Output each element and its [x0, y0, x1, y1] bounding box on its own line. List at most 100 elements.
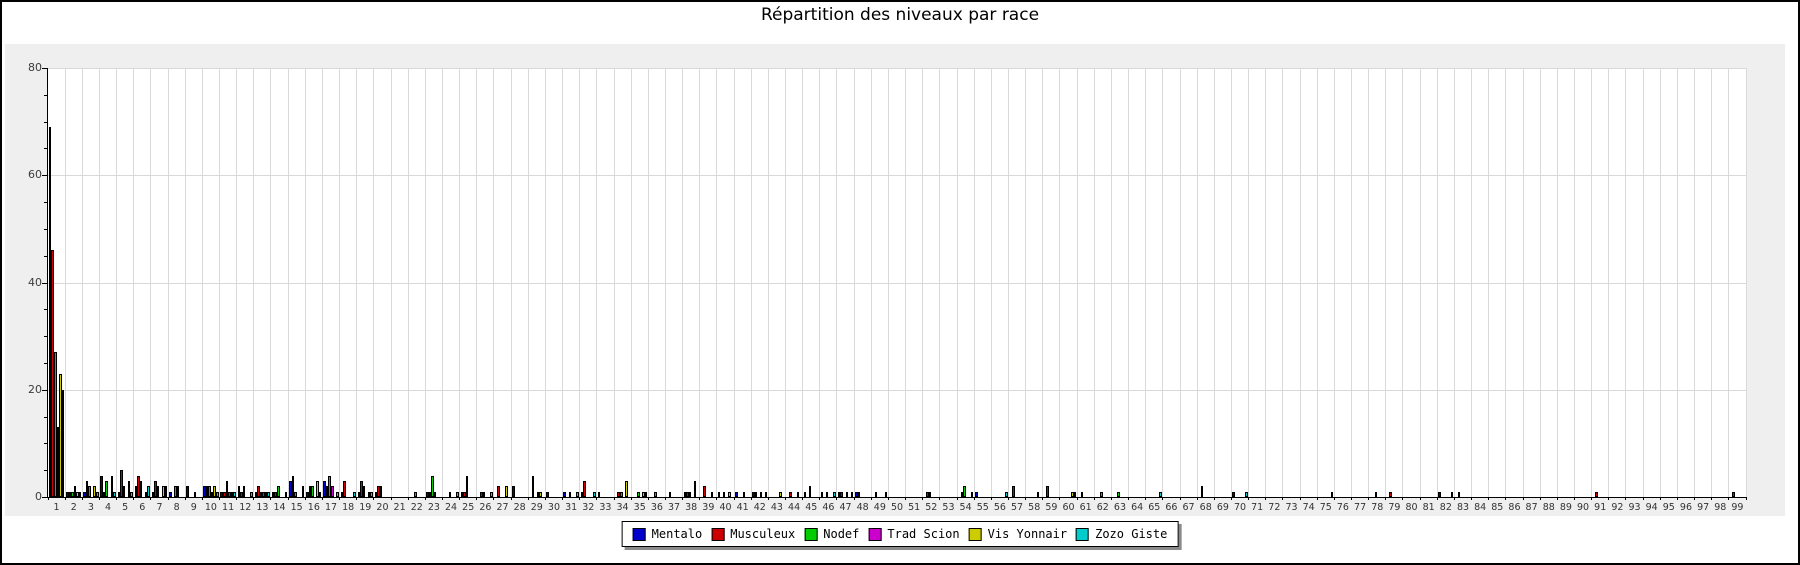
bar-nodef: [620, 491, 623, 497]
horizontal-gridline: [48, 282, 1746, 284]
bar-musculeux: [1389, 491, 1392, 497]
bar-nodef: [568, 491, 572, 497]
bar-zozo-giste: [1073, 491, 1077, 497]
x-axis-tick: [1368, 497, 1370, 500]
x-axis-label: 40: [719, 502, 732, 513]
bar-musculeux: [1732, 491, 1735, 497]
bar-musculeux: [788, 491, 792, 497]
bar-trad-scion: [176, 486, 180, 497]
x-axis-tick: [1711, 497, 1713, 500]
bar-musculeux: [463, 491, 466, 497]
x-axis-tick: [1145, 497, 1147, 500]
bar-vis-yonnair: [505, 486, 508, 497]
x-axis-tick: [596, 497, 598, 500]
x-axis-label: 14: [273, 502, 286, 513]
x-axis-label: 69: [1216, 502, 1229, 513]
bar-mentalo: [289, 480, 292, 497]
x-axis-tick: [527, 497, 529, 500]
x-axis-tick: [424, 497, 426, 500]
x-axis-label: 82: [1439, 502, 1452, 513]
bar-zozo-giste: [267, 491, 271, 497]
x-axis-tick: [905, 497, 907, 500]
bar-zozo-giste: [490, 491, 493, 497]
x-axis-label: 10: [204, 502, 217, 513]
bar-zozo-giste: [95, 491, 99, 497]
x-axis-tick: [750, 497, 752, 500]
bar-mentalo: [203, 486, 206, 497]
bar-nodef: [637, 491, 640, 497]
bar-trad-scion: [331, 486, 334, 497]
bar-vis-yonnair: [1071, 491, 1074, 497]
x-axis-label: 71: [1251, 502, 1264, 513]
x-axis-tick: [922, 497, 924, 500]
x-axis-label: 97: [1697, 502, 1710, 513]
x-axis-label: 9: [190, 502, 197, 513]
x-axis-label: 28: [513, 502, 526, 513]
bar-nodef: [208, 486, 211, 497]
bar-nodef: [465, 475, 469, 497]
x-axis-tick: [1728, 497, 1730, 500]
bar-nodef: [276, 486, 280, 497]
legend-label: Musculeux: [730, 527, 796, 541]
bar-nodef: [328, 475, 331, 497]
x-axis-label: 18: [342, 502, 355, 513]
x-axis-label: 13: [256, 502, 269, 513]
bar-musculeux: [874, 491, 878, 497]
x-axis-tick: [493, 497, 495, 500]
x-axis-tick: [544, 497, 546, 500]
x-axis-tick: [459, 497, 461, 500]
bar-mentalo: [186, 486, 189, 497]
x-axis-tick: [510, 497, 512, 500]
x-axis-label: 27: [496, 502, 509, 513]
x-axis-label: 2: [70, 502, 77, 513]
x-axis-label: 77: [1354, 502, 1367, 513]
x-axis-label: 35: [633, 502, 646, 513]
bar-mentalo: [306, 491, 309, 497]
bar-vis-yonnair: [625, 480, 628, 497]
bar-musculeux: [583, 480, 586, 497]
x-axis-tick: [1093, 497, 1095, 500]
bar-nodef: [259, 491, 263, 497]
bar-zozo-giste: [850, 491, 854, 497]
y-axis-tick: [42, 389, 47, 391]
legend-label: Trad Scion: [887, 527, 960, 541]
bar-zozo-giste: [576, 491, 579, 497]
x-axis-label: 33: [599, 502, 612, 513]
bar-musculeux: [1457, 491, 1461, 497]
x-axis-tick: [579, 497, 581, 500]
bar-musculeux: [960, 491, 964, 497]
x-axis-label: 3: [87, 502, 94, 513]
x-axis-label: 22: [410, 502, 423, 513]
bar-musculeux: [120, 470, 123, 497]
x-axis-label: 53: [942, 502, 955, 513]
bar-zozo-giste: [233, 491, 236, 497]
bar-zozo-giste: [370, 491, 373, 497]
bar-nodef: [294, 491, 297, 497]
x-axis-tick: [1471, 497, 1473, 500]
x-axis-tick: [1248, 497, 1250, 500]
x-axis-tick: [1230, 497, 1232, 500]
y-axis-tick: [42, 497, 47, 498]
x-axis-tick: [733, 497, 735, 500]
legend: Mentalo Musculeux Nodef Trad Scion Vis Yonna…: [621, 521, 1179, 547]
x-axis-label: 89: [1559, 502, 1572, 513]
bar-vis-yonnair: [316, 480, 319, 497]
x-axis-tick: [253, 497, 255, 500]
bar-vis-yonnair: [144, 491, 148, 497]
bar-nodef: [928, 491, 932, 497]
x-axis-label: 76: [1336, 502, 1349, 513]
x-axis-tick: [1042, 497, 1044, 500]
x-axis-tick: [1128, 497, 1130, 500]
x-axis-label: 84: [1474, 502, 1487, 513]
x-axis-tick: [476, 497, 478, 500]
horizontal-gridline: [48, 175, 1746, 177]
x-axis-tick: [887, 497, 889, 500]
x-axis-tick: [150, 497, 152, 500]
bar-musculeux: [377, 486, 380, 497]
y-axis-tick: [44, 121, 47, 123]
x-axis-label: 12: [239, 502, 252, 513]
x-axis-tick: [716, 497, 718, 500]
x-axis-label: 63: [1113, 502, 1127, 513]
bar-musculeux: [686, 491, 689, 497]
bar-mentalo: [66, 491, 69, 497]
